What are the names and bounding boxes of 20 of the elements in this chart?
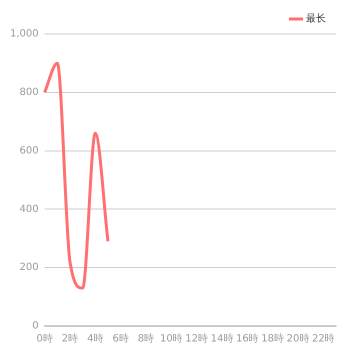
x-tick-label: 20時	[286, 332, 310, 345]
y-tick-label: 400	[20, 204, 39, 215]
x-tick-label: 18時	[261, 332, 284, 345]
x-tick-label: 2時	[62, 332, 78, 345]
x-tick-label: 22時	[312, 332, 335, 345]
legend-label: 最长	[306, 12, 326, 25]
y-tick-label: 200	[20, 262, 39, 274]
x-tick-label: 10時	[160, 332, 183, 345]
x-tick-label: 0時	[36, 332, 53, 345]
x-tick-label: 16時	[236, 332, 259, 345]
line-series	[43, 62, 110, 290]
x-tick-label: 14時	[210, 332, 234, 345]
y-tick-label: 0	[32, 320, 39, 332]
x-tick-label: 12時	[185, 332, 208, 345]
x-tick-label: 6時	[112, 332, 129, 345]
x-tick-label: 4時	[87, 332, 104, 345]
x-tick-label: 8時	[138, 332, 154, 345]
y-tick-label: 1,000	[10, 28, 39, 40]
y-tick-label: 800	[20, 86, 39, 98]
y-tick-label: 600	[20, 145, 39, 156]
